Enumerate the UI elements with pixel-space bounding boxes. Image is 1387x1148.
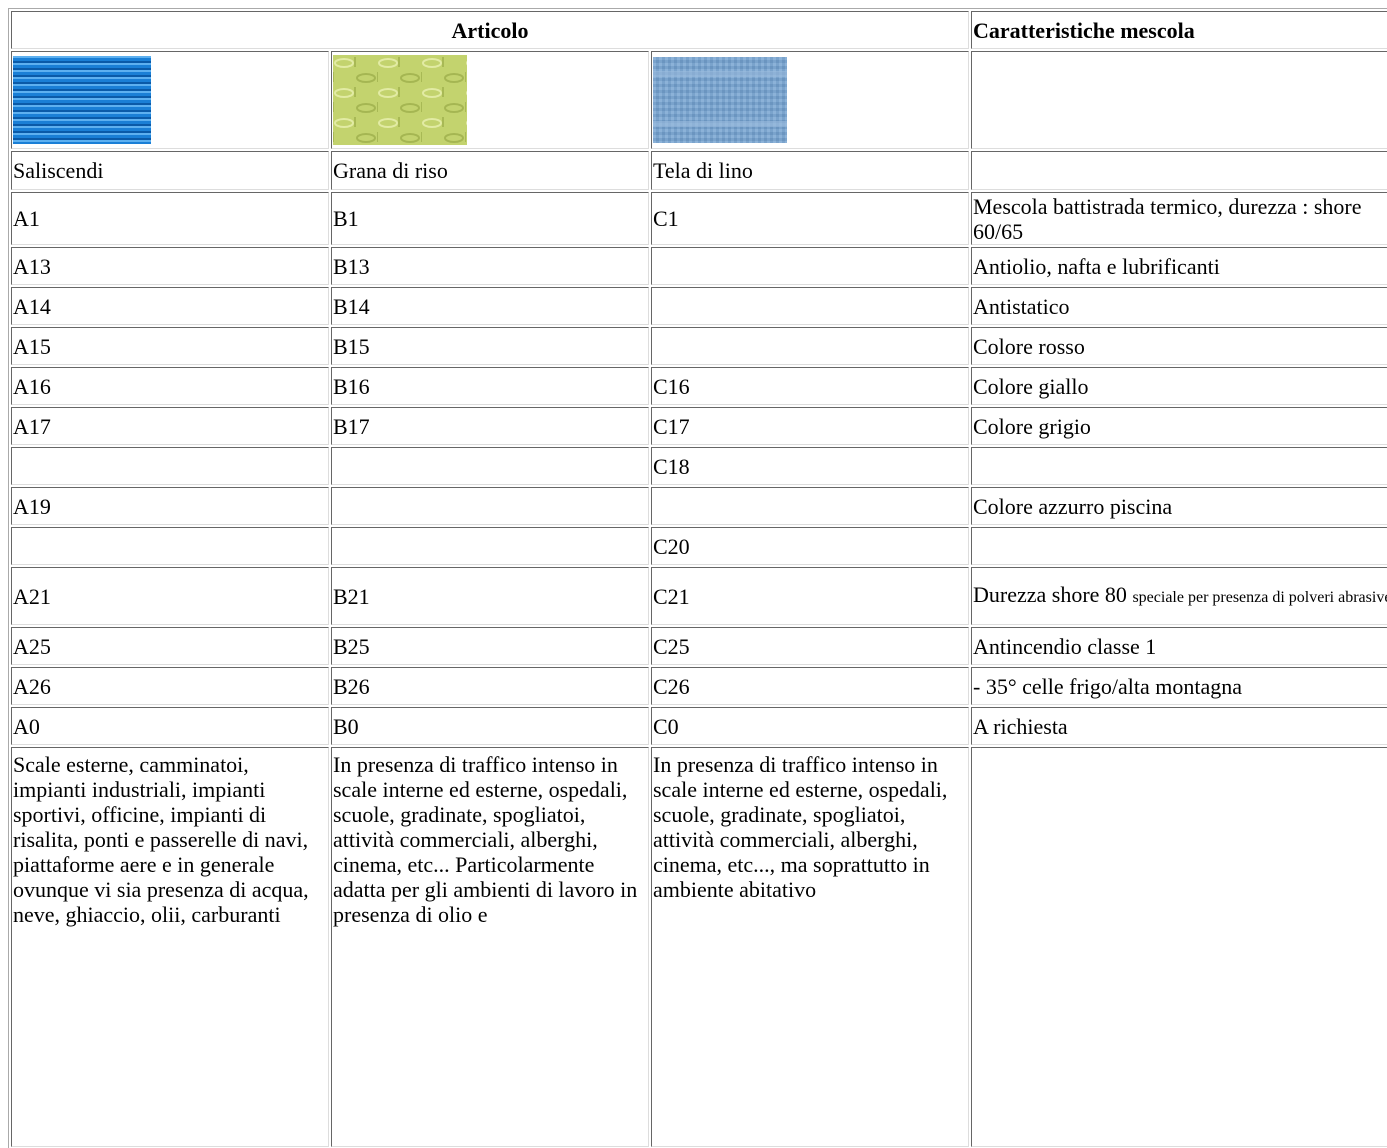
code-cell: B13 — [331, 247, 649, 285]
saliscendi-image — [13, 56, 151, 144]
code-row: A21 B21 C21 Durezza shore 80 speciale per p… — [11, 567, 1387, 625]
code-cell: A25 — [11, 627, 329, 665]
code-cell: B17 — [331, 407, 649, 445]
feature-text: Durezza shore 80 — [973, 582, 1127, 607]
code-cell: C25 — [651, 627, 969, 665]
feature-cell: Antincendio classe 1 — [971, 627, 1387, 665]
code-cell: B1 — [331, 192, 649, 245]
feature-cell: A richiesta — [971, 707, 1387, 745]
code-cell: C1 — [651, 192, 969, 245]
empty-cell — [651, 487, 969, 525]
code-cell: A26 — [11, 667, 329, 705]
grana-image — [333, 55, 467, 145]
code-cell: C18 — [651, 447, 969, 485]
code-cell: B14 — [331, 287, 649, 325]
code-cell: C0 — [651, 707, 969, 745]
code-cell: A19 — [11, 487, 329, 525]
code-row: A25 B25 C25 Antincendio classe 1 — [11, 627, 1387, 665]
feature-cell: - 35° celle frigo/alta montagna — [971, 667, 1387, 705]
image-cell — [11, 51, 329, 149]
code-cell: A1 — [11, 192, 329, 245]
empty-cell — [971, 527, 1387, 565]
empty-cell — [651, 287, 969, 325]
image-cell — [651, 51, 969, 149]
feature-cell: Colore grigio — [971, 407, 1387, 445]
code-cell: B26 — [331, 667, 649, 705]
code-cell: C26 — [651, 667, 969, 705]
code-row: A19 Colore azzurro piscina — [11, 487, 1387, 525]
code-row: A14 B14 Antistatico — [11, 287, 1387, 325]
empty-cell — [971, 151, 1387, 190]
name-row: Saliscendi Grana di riso Tela di lino — [11, 151, 1387, 190]
feature-cell: Durezza shore 80 speciale per presenza d… — [971, 567, 1387, 625]
code-row: C20 — [11, 527, 1387, 565]
code-row: A17 B17 C17 Colore grigio — [11, 407, 1387, 445]
feature-cell: Antistatico — [971, 287, 1387, 325]
empty-cell — [651, 327, 969, 365]
code-cell: C20 — [651, 527, 969, 565]
feature-cell: Antiolio, nafta e lubrificanti — [971, 247, 1387, 285]
code-cell: B25 — [331, 627, 649, 665]
code-cell: A17 — [11, 407, 329, 445]
code-row: A1 B1 C1 Mescola battistrada termico, durez… — [11, 192, 1387, 245]
code-cell: A15 — [11, 327, 329, 365]
feature-note: speciale per presenza di polveri abrasiv… — [1132, 589, 1387, 606]
empty-cell — [11, 447, 329, 485]
code-cell: B16 — [331, 367, 649, 405]
empty-cell — [651, 247, 969, 285]
code-cell: A0 — [11, 707, 329, 745]
code-row: A26 B26 C26- 35° celle frigo/alta montagna — [11, 667, 1387, 705]
uses-cell: In presenza di traffico intenso in scale… — [651, 747, 969, 1147]
image-row — [11, 51, 1387, 149]
code-cell: A21 — [11, 567, 329, 625]
empty-cell — [331, 447, 649, 485]
code-cell: C16 — [651, 367, 969, 405]
code-cell: B0 — [331, 707, 649, 745]
empty-cell — [11, 527, 329, 565]
code-row: C18 — [11, 447, 1387, 485]
feature-cell: Colore rosso — [971, 327, 1387, 365]
code-cell: C21 — [651, 567, 969, 625]
image-cell — [331, 51, 649, 149]
header-row: Articolo Caratteristiche mescola — [11, 11, 1387, 49]
code-row: A15 B15 Colore rosso — [11, 327, 1387, 365]
empty-cell — [331, 487, 649, 525]
name-cell: Saliscendi — [11, 151, 329, 190]
code-row: A0 B0 C0 A richiesta — [11, 707, 1387, 745]
feature-cell: Colore azzurro piscina — [971, 487, 1387, 525]
code-row: A16 B16 C16 Colore giallo — [11, 367, 1387, 405]
header-cell: Caratteristiche mescola — [971, 11, 1387, 49]
empty-cell — [331, 527, 649, 565]
uses-row: Scale esterne, camminatoi, impianti indu… — [11, 747, 1387, 1147]
code-cell: B21 — [331, 567, 649, 625]
code-cell: C17 — [651, 407, 969, 445]
product-table: Articolo Caratteristiche mescola — [8, 8, 1387, 1148]
code-row: A13 B13 Antiolio, nafta e lubrificanti — [11, 247, 1387, 285]
tela-image — [653, 57, 787, 143]
header-cell: Articolo — [11, 11, 969, 49]
empty-cell — [971, 51, 1387, 149]
name-cell: Grana di riso — [331, 151, 649, 190]
uses-cell: Scale esterne, camminatoi, impianti indu… — [11, 747, 329, 1147]
empty-cell — [971, 447, 1387, 485]
feature-cell: Colore giallo — [971, 367, 1387, 405]
code-cell: B15 — [331, 327, 649, 365]
code-cell: A13 — [11, 247, 329, 285]
feature-cell: Mescola battistrada termico, durezza : s… — [971, 192, 1387, 245]
uses-cell: In presenza di traffico intenso in scale… — [331, 747, 649, 1147]
name-cell: Tela di lino — [651, 151, 969, 190]
empty-cell — [971, 747, 1387, 1147]
code-cell: A16 — [11, 367, 329, 405]
code-cell: A14 — [11, 287, 329, 325]
